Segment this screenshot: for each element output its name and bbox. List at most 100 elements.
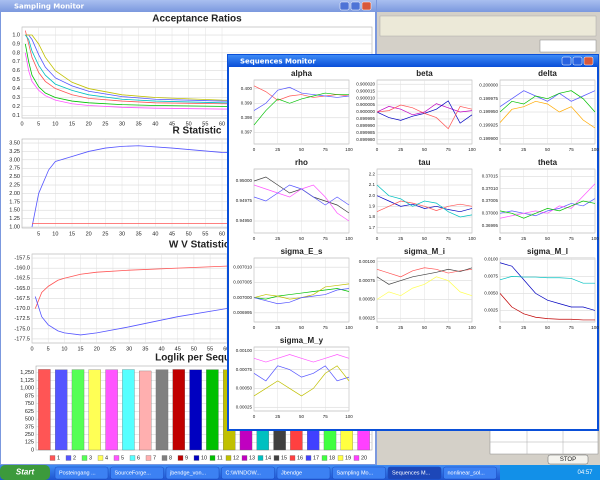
bar bbox=[88, 369, 101, 451]
y-tick-label: 0.900015 bbox=[356, 88, 375, 93]
y-tick-label: 625 bbox=[25, 409, 34, 415]
series-line bbox=[376, 267, 473, 278]
taskbar-label[interactable]: Posteingang ... bbox=[59, 470, 96, 476]
close-button[interactable] bbox=[361, 1, 372, 11]
legend-swatch bbox=[305, 455, 312, 461]
bar bbox=[172, 369, 185, 451]
y-tick-label: 3.50 bbox=[9, 140, 20, 146]
taskbar-label[interactable]: Sequences M... bbox=[392, 470, 431, 476]
taskbar-button[interactable] bbox=[443, 466, 497, 480]
taskbar-label[interactable]: Sampling Mo... bbox=[337, 470, 374, 476]
x-tick-label: 50 bbox=[545, 325, 551, 330]
taskbar-button[interactable] bbox=[110, 466, 164, 480]
legend-swatch bbox=[321, 455, 328, 461]
bg-panel bbox=[379, 15, 597, 37]
y-tick-label: 0.400 bbox=[241, 86, 253, 91]
taskbar-button[interactable] bbox=[165, 466, 220, 480]
x-tick-label: 0 bbox=[20, 121, 23, 127]
x-tick-label: 0 bbox=[376, 147, 379, 152]
x-tick-label: 100 bbox=[345, 147, 353, 152]
y-tick-label: 0.3 bbox=[12, 95, 20, 101]
y-tick-label: 0.0025 bbox=[484, 308, 498, 313]
series-line bbox=[24, 43, 373, 108]
series-line bbox=[253, 92, 349, 126]
legend-label: 7 bbox=[153, 455, 156, 461]
x-tick-label: 15 bbox=[69, 121, 75, 127]
series-line bbox=[376, 267, 473, 285]
legend-swatch bbox=[289, 455, 296, 461]
y-tick-label: 0.00050 bbox=[236, 386, 253, 391]
minimize-button[interactable] bbox=[339, 1, 350, 11]
x-tick-label: 35 bbox=[142, 346, 148, 352]
legend-label: 3 bbox=[89, 455, 92, 461]
series-line bbox=[253, 288, 350, 300]
taskbar-button[interactable] bbox=[221, 466, 275, 480]
x-tick-label: 35 bbox=[136, 121, 142, 127]
bg-titlebar bbox=[374, 0, 600, 12]
x-tick-label: 15 bbox=[69, 231, 75, 237]
start-button[interactable] bbox=[0, 465, 50, 480]
y-tick-label: 2.75 bbox=[9, 166, 20, 172]
x-tick-label: 50 bbox=[186, 121, 192, 127]
legend-label: 16 bbox=[297, 455, 303, 461]
x-tick-label: 10 bbox=[52, 231, 58, 237]
x-tick-label: 45 bbox=[175, 346, 181, 352]
series-line bbox=[253, 365, 350, 397]
y-tick-label: 0 bbox=[31, 447, 34, 453]
x-tick-label: 100 bbox=[345, 236, 353, 241]
y-tick-label: 125 bbox=[25, 440, 34, 446]
x-tick-label: 50 bbox=[422, 325, 428, 330]
taskbar-button[interactable] bbox=[387, 466, 442, 480]
close-button[interactable] bbox=[583, 56, 594, 66]
legend-swatch bbox=[177, 455, 184, 461]
x-tick-label: 10 bbox=[61, 346, 67, 352]
taskbar-label[interactable]: nonlinear_sol... bbox=[448, 470, 486, 476]
x-tick-label: 75 bbox=[446, 236, 452, 241]
taskbar-button[interactable] bbox=[332, 466, 386, 480]
legend-label: 5 bbox=[121, 455, 124, 461]
stop-label[interactable]: STOP bbox=[560, 457, 576, 463]
series-line bbox=[499, 198, 596, 217]
y-tick-label: 0.00025 bbox=[236, 404, 253, 409]
y-tick-label: 250 bbox=[25, 432, 34, 438]
legend-swatch bbox=[113, 455, 120, 461]
stop-button[interactable] bbox=[547, 454, 589, 465]
x-tick-label: 100 bbox=[468, 325, 476, 330]
y-tick-label: 0.94950 bbox=[236, 218, 253, 223]
x-tick-label: 0 bbox=[253, 325, 256, 330]
y-tick-label: -162.5 bbox=[14, 276, 30, 282]
chart-title: alpha bbox=[291, 69, 312, 78]
y-tick-label: 0.900005 bbox=[356, 102, 375, 107]
y-tick-label: 3.00 bbox=[9, 157, 20, 163]
legend-swatch bbox=[193, 455, 200, 461]
maximize-button[interactable] bbox=[572, 56, 583, 66]
y-tick-label: 0.006995 bbox=[233, 310, 252, 315]
x-tick-label: 50 bbox=[191, 346, 197, 352]
taskbar-label[interactable]: C:\WINDOW... bbox=[226, 470, 262, 476]
x-tick-label: 75 bbox=[323, 414, 329, 419]
legend-swatch bbox=[225, 455, 232, 461]
taskbar-label[interactable]: jbendge_von... bbox=[169, 470, 207, 476]
taskbar: Start 04:57 Posteingang ... SourceForge..… bbox=[0, 465, 600, 480]
x-tick-label: 100 bbox=[345, 325, 353, 330]
minimize-button[interactable] bbox=[561, 56, 572, 66]
legend-label: 1 bbox=[57, 455, 60, 461]
clock: 04:57 bbox=[577, 470, 593, 476]
y-tick-label: 1,000 bbox=[20, 386, 34, 392]
y-tick-label: 0.899980 bbox=[356, 137, 375, 142]
y-tick-label: 0.00075 bbox=[359, 278, 376, 283]
y-tick-label: 0.00100 bbox=[236, 348, 253, 353]
taskbar-label[interactable]: SourceForge... bbox=[115, 470, 152, 476]
taskbar-label[interactable]: Jbendge bbox=[281, 470, 302, 476]
legend-swatch bbox=[129, 455, 136, 461]
legend-swatch bbox=[353, 455, 360, 461]
x-tick-label: 100 bbox=[345, 414, 353, 419]
series-line bbox=[25, 34, 373, 106]
start-label[interactable]: Start bbox=[16, 468, 35, 477]
maximize-button[interactable] bbox=[350, 1, 361, 11]
x-tick-label: 100 bbox=[591, 147, 599, 152]
taskbar-button[interactable] bbox=[276, 466, 331, 480]
x-tick-label: 0 bbox=[30, 346, 33, 352]
taskbar-button[interactable] bbox=[54, 466, 109, 480]
